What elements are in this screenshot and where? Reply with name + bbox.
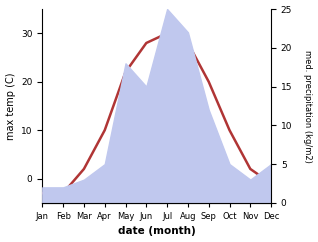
X-axis label: date (month): date (month) bbox=[118, 227, 196, 236]
Y-axis label: med. precipitation (kg/m2): med. precipitation (kg/m2) bbox=[303, 50, 313, 162]
Y-axis label: max temp (C): max temp (C) bbox=[5, 72, 16, 140]
